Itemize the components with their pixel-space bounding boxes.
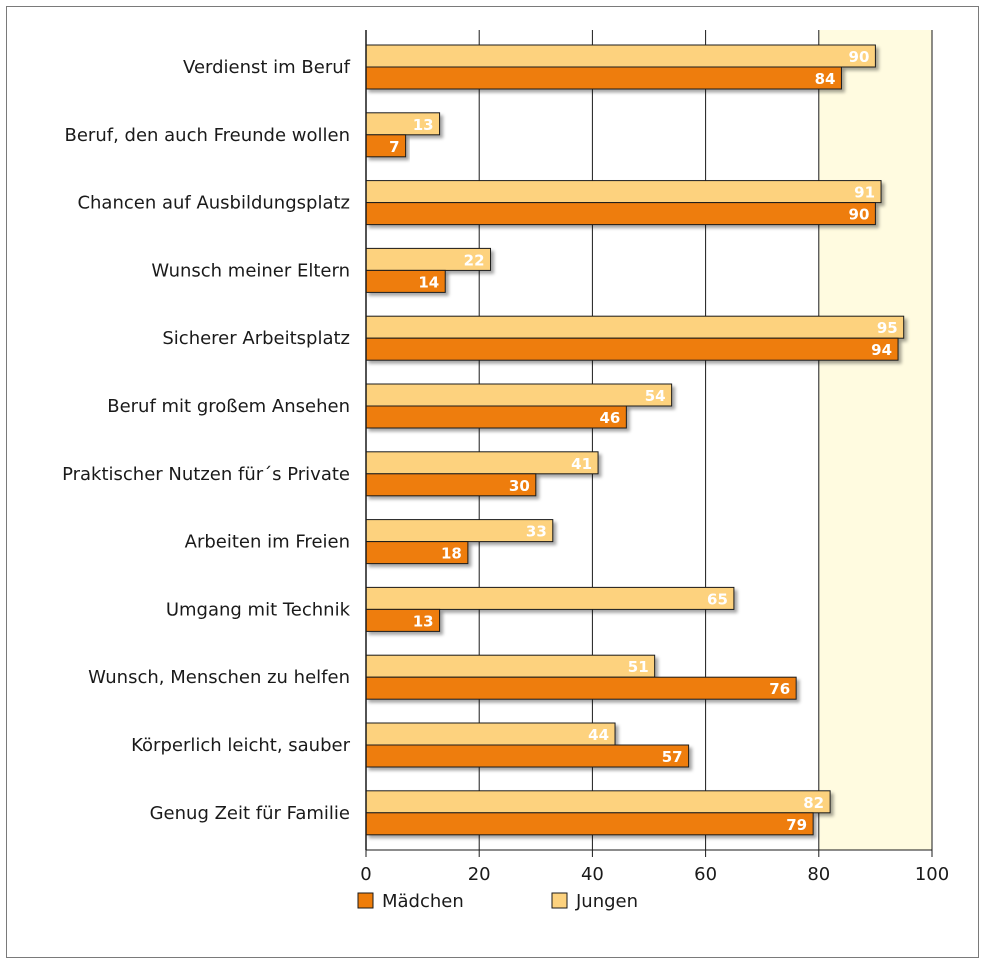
category-label: Praktischer Nutzen für´s Private (62, 464, 350, 485)
tick-label-0: 0 (360, 864, 371, 885)
bar-jungen (365, 315, 905, 339)
tick-label-80: 80 (807, 864, 830, 885)
category-label: Genug Zeit für Familie (150, 803, 350, 824)
labels-group: Verdienst im Beruf 90 84 Beruf, den auch Fr… (62, 48, 898, 834)
value-label-jungen: 90 (849, 48, 870, 66)
legend-label-maedchen: Mädchen (382, 891, 464, 912)
bar-jungen (365, 451, 599, 475)
value-label-jungen: 54 (645, 387, 666, 405)
value-label-maedchen: 18 (441, 545, 462, 563)
tick-label-60: 60 (694, 864, 717, 885)
value-label-jungen: 82 (803, 794, 824, 812)
bar-maedchen (365, 676, 797, 700)
value-label-jungen: 44 (588, 726, 609, 744)
tick-label-40: 40 (581, 864, 604, 885)
bar-jungen (365, 654, 656, 678)
category-label: Wunsch, Menschen zu helfen (88, 667, 350, 688)
bar-maedchen (365, 66, 842, 90)
bar-maedchen (365, 134, 407, 158)
category-label: Verdienst im Beruf (183, 57, 351, 78)
value-label-maedchen: 94 (871, 341, 892, 359)
bar-jungen (365, 519, 554, 543)
bars-group (365, 44, 905, 836)
value-label-jungen: 65 (707, 590, 728, 608)
bar-jungen (365, 44, 876, 68)
gridlines-group (478, 30, 933, 850)
value-label-jungen: 33 (526, 523, 547, 541)
legend: Mädchen Jungen (357, 891, 638, 912)
tick-label-100: 100 (915, 864, 949, 885)
value-label-maedchen: 90 (849, 206, 870, 224)
tick-label-20: 20 (468, 864, 491, 885)
bar-maedchen (365, 202, 876, 226)
category-label: Chancen auf Ausbildungsplatz (77, 193, 350, 214)
value-label-jungen: 95 (877, 319, 898, 337)
bar-jungen (365, 383, 673, 407)
bar-maedchen (365, 337, 899, 361)
bar-maedchen (365, 812, 814, 836)
bar-jungen (365, 586, 735, 610)
value-label-maedchen: 14 (418, 273, 439, 291)
bar-maedchen (365, 744, 690, 768)
category-label: Wunsch meiner Eltern (151, 260, 350, 281)
value-label-maedchen: 79 (786, 816, 807, 834)
bar-jungen (365, 180, 882, 204)
value-label-jungen: 51 (628, 658, 649, 676)
category-label: Arbeiten im Freien (185, 532, 350, 553)
bar-maedchen (365, 405, 627, 429)
value-label-jungen: 91 (854, 184, 875, 202)
value-label-maedchen: 76 (769, 680, 790, 698)
value-label-jungen: 22 (464, 251, 485, 269)
legend-swatch-maedchen (357, 892, 374, 909)
category-label: Umgang mit Technik (166, 599, 351, 620)
axes-group: 0 20 40 60 80 100 (360, 30, 949, 885)
highlight-band (818, 30, 932, 850)
value-label-maedchen: 13 (413, 612, 434, 630)
value-label-maedchen: 30 (509, 477, 530, 495)
value-label-maedchen: 57 (662, 748, 683, 766)
value-label-jungen: 41 (571, 455, 592, 473)
bar-jungen (365, 722, 616, 746)
bar-jungen (365, 790, 831, 814)
value-label-maedchen: 7 (389, 138, 399, 156)
value-label-jungen: 13 (413, 116, 434, 134)
highlight-band-group (818, 30, 932, 850)
legend-swatch-jungen (551, 892, 568, 909)
category-label: Beruf, den auch Freunde wollen (65, 125, 351, 146)
category-label: Körperlich leicht, sauber (131, 735, 350, 756)
category-label: Beruf mit großem Ansehen (107, 396, 350, 417)
value-label-maedchen: 84 (815, 70, 836, 88)
category-label: Sicherer Arbeitsplatz (162, 328, 350, 349)
legend-label-jungen: Jungen (575, 891, 638, 912)
value-label-maedchen: 46 (599, 409, 620, 427)
